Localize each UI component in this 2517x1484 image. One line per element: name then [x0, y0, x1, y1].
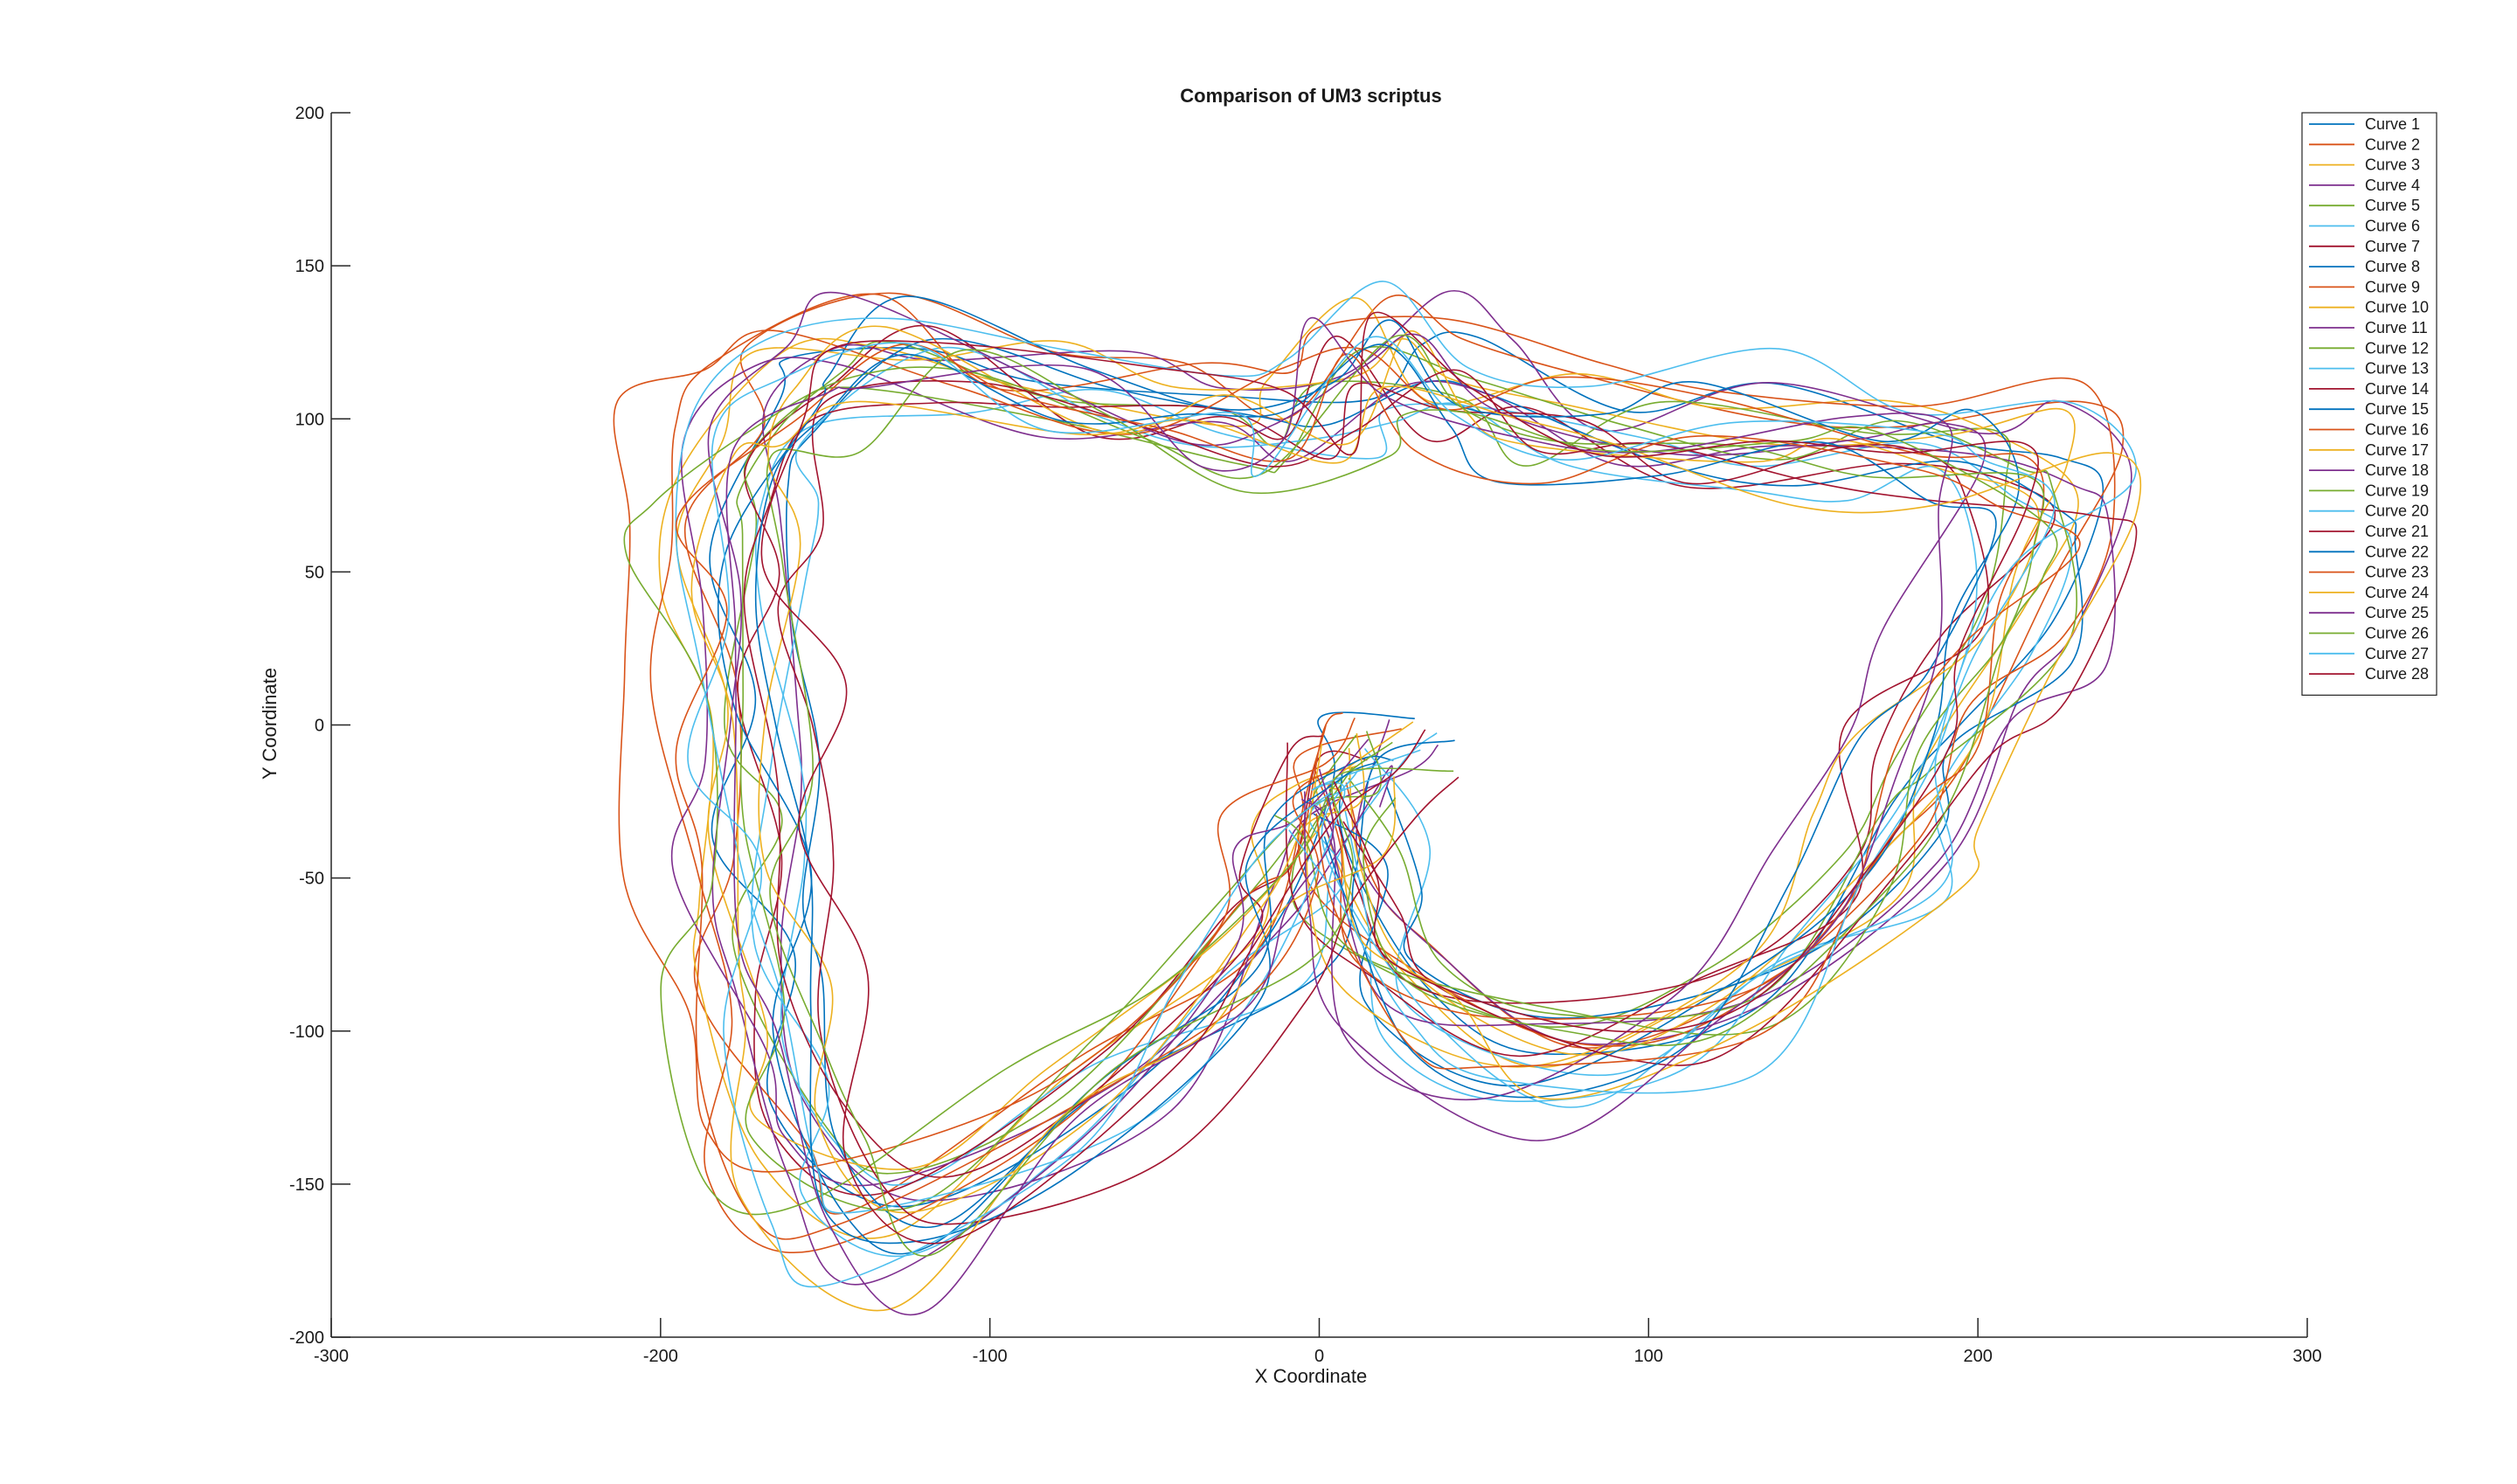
- series-line: [613, 329, 2045, 1173]
- y-tick-label: 150: [295, 257, 324, 276]
- legend-entry: Curve 18: [2365, 461, 2429, 479]
- y-tick-label: -150: [289, 1175, 324, 1195]
- y-tick-label: 200: [295, 104, 324, 123]
- legend-entry: Curve 9: [2365, 278, 2420, 295]
- y-tick-label: -200: [289, 1328, 324, 1348]
- x-tick-label: -300: [314, 1347, 349, 1366]
- legend-entry: Curve 4: [2365, 177, 2420, 194]
- legend-entry: Curve 10: [2365, 299, 2429, 316]
- y-axis-label: Y Coordinate: [259, 668, 281, 780]
- legend-entry: Curve 11: [2365, 319, 2428, 336]
- series-line: [743, 382, 1989, 1178]
- series-layer: [613, 281, 2142, 1316]
- legend-entry: Curve 17: [2365, 441, 2429, 459]
- x-tick-label: 300: [2292, 1347, 2321, 1366]
- legend-entry: Curve 2: [2365, 135, 2420, 153]
- x-tick-label: 200: [1963, 1347, 1992, 1366]
- legend-entry: Curve 8: [2365, 258, 2420, 275]
- series-line: [675, 343, 2081, 1240]
- series-line: [709, 331, 2104, 1208]
- series-line: [754, 388, 2073, 1186]
- series-line: [760, 311, 2039, 1245]
- legend-entry: Curve 15: [2365, 400, 2429, 418]
- y-tick-label: 0: [315, 717, 324, 736]
- series-line: [687, 336, 2056, 1288]
- series-line: [676, 337, 2076, 1170]
- legend-entry: Curve 28: [2365, 665, 2429, 683]
- series-line: [766, 349, 2058, 1257]
- legend-entry: Curve 3: [2365, 156, 2420, 174]
- legend-entry: Curve 25: [2365, 604, 2429, 621]
- y-tick-label: -50: [299, 870, 324, 889]
- legend-entry: Curve 7: [2365, 238, 2420, 255]
- legend-entry: Curve 24: [2365, 584, 2429, 601]
- legend-entry: Curve 16: [2365, 421, 2429, 439]
- series-line: [754, 343, 1997, 1245]
- legend-entry: Curve 13: [2365, 360, 2429, 378]
- series-line: [786, 337, 2084, 1229]
- y-tick-label: -100: [289, 1023, 324, 1042]
- legend-entry: Curve 14: [2365, 380, 2429, 398]
- legend: Curve 1 Curve 2 Curve 3 Curve 4 Curve 5 Curve…: [2301, 112, 2437, 697]
- legend-entry: Curve 5: [2365, 197, 2420, 214]
- x-tick-label: 0: [1314, 1347, 1324, 1366]
- legend-entry: Curve 23: [2365, 564, 2429, 581]
- legend-entry: Curve 12: [2365, 339, 2429, 357]
- series-line: [649, 293, 2116, 1253]
- y-tick-label: 50: [305, 563, 324, 582]
- x-tick-label: -100: [973, 1347, 1008, 1366]
- legend-entry: Curve 27: [2365, 645, 2429, 662]
- x-tick-label: -200: [643, 1347, 678, 1366]
- y-tick-label: 100: [295, 410, 324, 429]
- x-tick-label: 100: [1634, 1347, 1663, 1366]
- series-line: [736, 345, 2077, 1211]
- legend-entry: Curve 19: [2365, 482, 2429, 499]
- legend-entry: Curve 6: [2365, 218, 2420, 235]
- legend-entry: Curve 26: [2365, 625, 2429, 642]
- legend-entry: Curve 1: [2365, 115, 2420, 133]
- series-line: [623, 334, 2045, 1216]
- legend-entry: Curve 20: [2365, 503, 2429, 520]
- legend-box: [2301, 112, 2437, 697]
- axes: -300 -200 -100 0 100 200 300-200-150-100-50050…: [289, 104, 2322, 1366]
- legend-entry: Curve 21: [2365, 523, 2429, 540]
- legend-entry: Curve 22: [2365, 543, 2429, 560]
- series-line: [725, 316, 1953, 1316]
- series-line: [690, 385, 2142, 1312]
- series-line: [670, 357, 2116, 1187]
- series-line: [675, 281, 2137, 1214]
- x-axis-label: X Coordinate: [1255, 1365, 1367, 1387]
- chart-title: Comparison of UM3 scriptus: [1180, 85, 1441, 107]
